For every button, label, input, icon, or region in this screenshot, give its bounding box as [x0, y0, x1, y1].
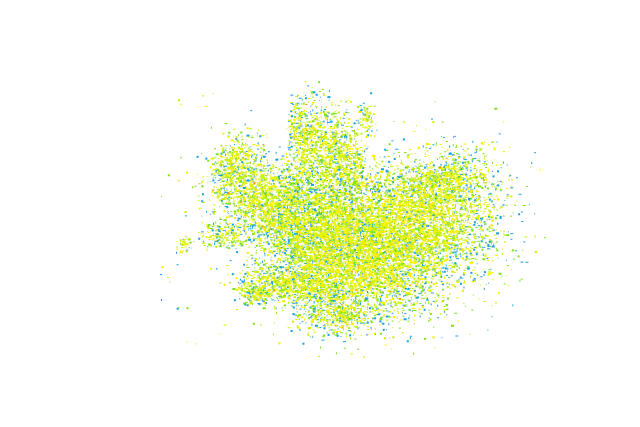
points-yellow [161, 90, 541, 355]
points-green [161, 81, 546, 355]
